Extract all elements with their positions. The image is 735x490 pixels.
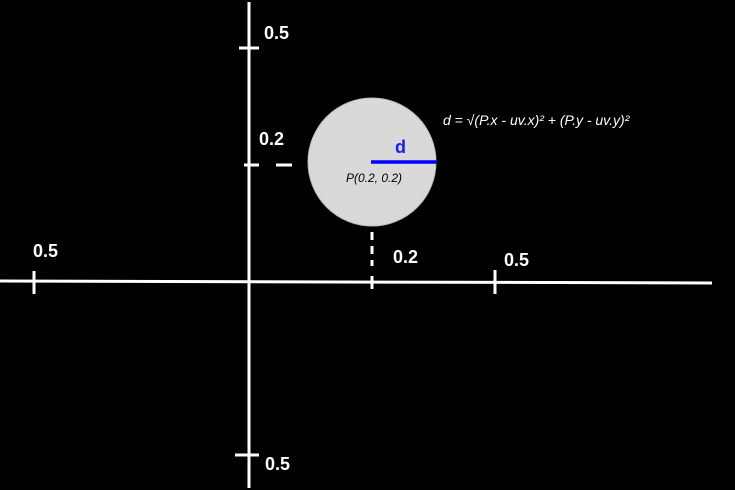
x-label-left: 0.5 [33, 241, 58, 261]
y-label-point: 0.2 [259, 129, 284, 149]
y-label-top: 0.5 [264, 23, 289, 43]
point-label: P(0.2, 0.2) [346, 171, 402, 185]
x-label-point: 0.2 [393, 247, 418, 267]
distance-formula: d = √(P.x - uv.x)² + (P.y - uv.y)² [443, 112, 631, 128]
y-label-bottom: 0.5 [265, 454, 290, 474]
x-label-right: 0.5 [504, 250, 529, 270]
x-axis [0, 279, 713, 285]
distance-label: d [395, 137, 406, 157]
